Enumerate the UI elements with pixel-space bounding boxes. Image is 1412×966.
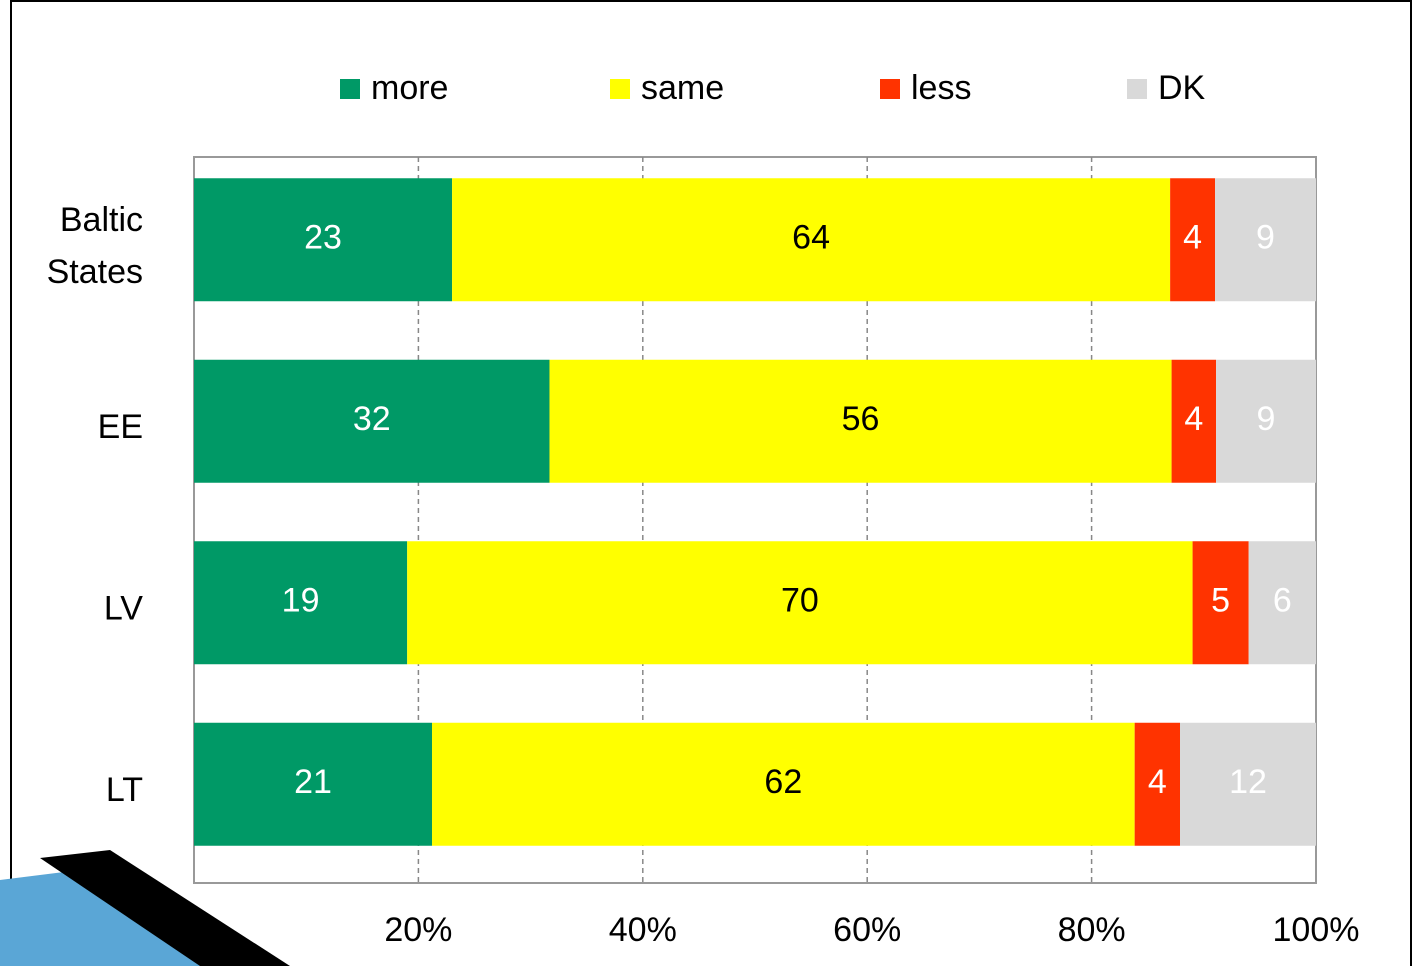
data-label: 5 [1211, 582, 1230, 620]
bar-segment [1134, 722, 1180, 846]
data-label: 4 [1148, 763, 1167, 801]
bar-segment [1170, 178, 1216, 302]
bar-segment [407, 541, 1193, 665]
legend-swatch [1127, 79, 1147, 99]
bar-segment [1215, 178, 1316, 302]
decoration [40, 850, 290, 966]
bar-segment [549, 359, 1172, 483]
bar-segment [1180, 722, 1316, 846]
data-label: 64 [792, 219, 830, 257]
x-tick-label: 80% [1058, 911, 1126, 949]
x-tick-label: 100% [1273, 911, 1360, 949]
bar-segment [1171, 359, 1217, 483]
legend-swatch [610, 79, 630, 99]
bar-segment [194, 722, 432, 846]
legend-swatch [340, 79, 360, 99]
bar-segment [1216, 359, 1316, 483]
data-label: 70 [781, 582, 819, 620]
bar-segment [1192, 541, 1249, 665]
data-label: 4 [1184, 400, 1203, 438]
bar-segment [194, 359, 550, 483]
bar-segment [432, 722, 1135, 846]
data-label: 32 [353, 400, 391, 438]
x-tick-label: 60% [833, 911, 901, 949]
data-label: 21 [294, 763, 332, 801]
bar-segment [194, 178, 453, 302]
y-tick-label: Baltic States [37, 201, 143, 291]
legend-label: less [911, 69, 971, 107]
bar-segment [452, 178, 1171, 302]
y-tick-label: LT [106, 771, 143, 809]
data-label: 6 [1273, 582, 1292, 620]
data-label: 19 [282, 582, 320, 620]
bar-segment [1248, 541, 1316, 665]
legend-label: same [641, 69, 724, 107]
legend-swatch [880, 79, 900, 99]
frame [10, 0, 1412, 966]
data-label: 12 [1229, 763, 1267, 801]
data-label: 9 [1257, 400, 1276, 438]
data-label: 9 [1256, 219, 1275, 257]
y-tick-label: LV [104, 590, 143, 628]
legend-label: DK [1158, 69, 1206, 107]
data-label: 23 [304, 219, 342, 257]
data-label: 56 [842, 400, 880, 438]
bar-segment [194, 541, 408, 665]
legend-label: more [371, 69, 448, 107]
plot-area [193, 156, 1317, 884]
y-tick-label: EE [98, 408, 143, 446]
x-tick-label: 20% [384, 911, 452, 949]
data-label: 4 [1183, 219, 1202, 257]
data-label: 62 [764, 763, 802, 801]
x-tick-label: 40% [609, 911, 677, 949]
